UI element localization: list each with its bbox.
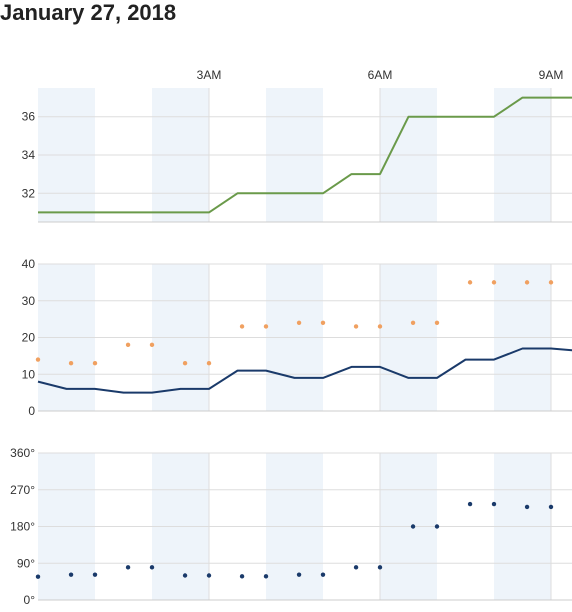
time-tick-label: 3AM <box>197 68 222 82</box>
y-tick-label: 0° <box>24 593 36 607</box>
data-point <box>263 324 269 329</box>
y-tick-label: 40 <box>22 257 36 271</box>
data-point <box>548 504 554 510</box>
data-point <box>467 280 473 285</box>
time-tick-label: 9AM <box>539 68 564 82</box>
y-tick-label: 270° <box>10 483 35 497</box>
data-point <box>296 572 302 577</box>
data-point <box>35 574 41 579</box>
y-tick-label: 34 <box>22 148 36 162</box>
data-point <box>182 573 188 578</box>
y-tick-label: 360° <box>10 446 35 460</box>
data-point <box>35 357 41 362</box>
y-tick-label: 10 <box>22 367 36 381</box>
data-point <box>68 361 74 366</box>
data-point <box>491 280 497 285</box>
data-point <box>92 572 98 577</box>
data-point <box>92 361 98 366</box>
data-point <box>206 361 212 366</box>
data-point <box>125 342 131 348</box>
data-point <box>377 324 383 329</box>
data-point <box>434 524 440 529</box>
data-point <box>149 565 155 570</box>
data-point <box>125 565 131 570</box>
y-tick-label: 36 <box>22 110 36 124</box>
data-point <box>68 572 74 577</box>
data-point <box>353 565 359 570</box>
y-tick-label: 90° <box>17 556 35 570</box>
data-point <box>320 572 326 577</box>
series-line <box>38 96 572 214</box>
data-point <box>239 574 245 579</box>
y-tick-label: 20 <box>22 331 36 345</box>
data-point <box>353 324 359 329</box>
data-point <box>206 573 212 578</box>
page-title: January 27, 2018 <box>0 0 177 25</box>
data-point <box>410 524 416 529</box>
data-point <box>434 320 440 325</box>
y-tick-label: 180° <box>10 520 35 534</box>
data-point <box>320 320 326 325</box>
data-point <box>491 501 497 507</box>
data-point <box>182 361 188 366</box>
data-point <box>263 574 269 579</box>
y-tick-label: 30 <box>22 294 36 308</box>
data-point <box>296 320 302 325</box>
data-point <box>548 280 554 285</box>
y-tick-label: 32 <box>22 186 36 200</box>
data-point <box>524 280 530 285</box>
data-point <box>377 565 383 570</box>
y-tick-label: 0 <box>28 404 35 418</box>
data-point <box>524 504 530 510</box>
data-point <box>410 320 416 325</box>
data-point <box>467 501 473 507</box>
series-line <box>37 347 572 394</box>
data-point <box>149 342 155 348</box>
data-point <box>239 324 245 329</box>
time-tick-label: 6AM <box>368 68 393 82</box>
